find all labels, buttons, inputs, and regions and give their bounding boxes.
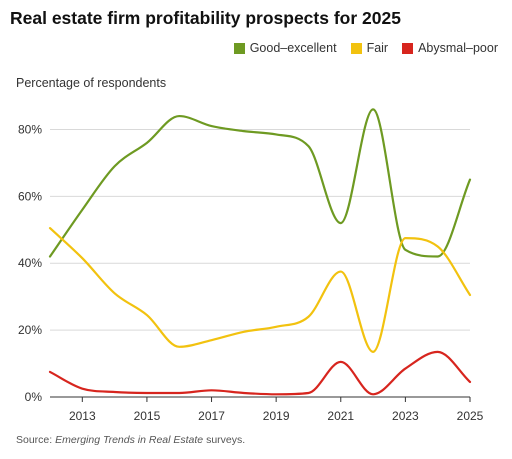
- series-line-fair: [48, 227, 472, 353]
- x-tick-label: 2025: [457, 409, 484, 423]
- legend-item-good-excellent: Good–excellent: [233, 41, 337, 55]
- source-note: Source: Emerging Trends in Real Estate s…: [16, 434, 245, 446]
- source-prefix: Source:: [16, 434, 56, 446]
- legend: Good–excellent Fair Abysmal–poor: [233, 41, 498, 55]
- legend-label-fair: Fair: [366, 41, 389, 55]
- source-publication: Emerging Trends in Real Estate: [55, 434, 204, 446]
- legend-item-abysmal-poor: Abysmal–poor: [402, 41, 498, 55]
- series-line-good-excellent: [48, 108, 472, 258]
- legend-label-good-excellent: Good–excellent: [249, 41, 337, 55]
- y-axis-label: Percentage of respondents: [16, 76, 167, 90]
- y-tick-label: 0%: [25, 390, 43, 404]
- x-tick-label: 2019: [263, 409, 290, 423]
- y-tick-label: 40%: [18, 256, 42, 270]
- x-tick-label: 2015: [134, 409, 161, 423]
- series-line-abysmal-poor: [48, 350, 472, 396]
- x-tick-label: 2023: [392, 409, 419, 423]
- source-suffix: surveys.: [203, 434, 246, 446]
- legend-item-fair: Fair: [350, 41, 389, 55]
- legend-label-abysmal-poor: Abysmal–poor: [418, 41, 498, 55]
- legend-swatch-abysmal-poor: [402, 42, 414, 54]
- y-tick-label: 60%: [18, 189, 42, 203]
- chart-title: Real estate firm profitability prospects…: [10, 8, 401, 28]
- y-tick-label: 20%: [18, 323, 42, 337]
- y-tick-label: 80%: [18, 122, 42, 136]
- x-tick-label: 2013: [69, 409, 96, 423]
- legend-swatch-fair: [350, 42, 362, 54]
- legend-swatch-good-excellent: [233, 42, 245, 54]
- x-tick-label: 2017: [198, 409, 225, 423]
- x-tick-label: 2021: [327, 409, 354, 423]
